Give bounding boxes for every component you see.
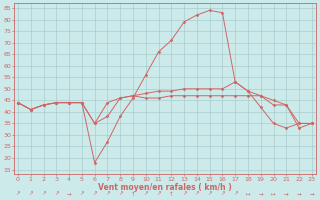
X-axis label: Vent moyen/en rafales ( km/h ): Vent moyen/en rafales ( km/h )	[98, 183, 232, 192]
